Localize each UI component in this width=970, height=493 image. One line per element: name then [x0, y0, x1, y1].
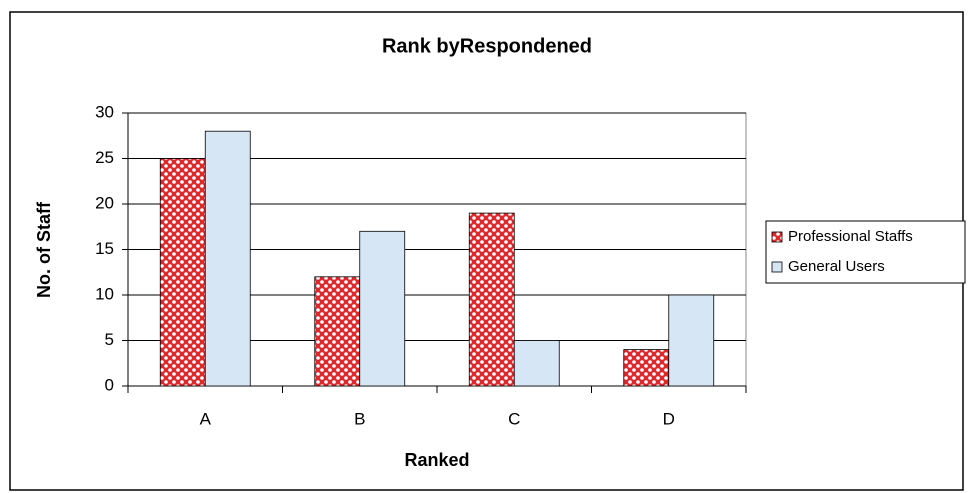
y-tick-label: 30 — [95, 102, 114, 121]
y-tick-label: 5 — [105, 330, 114, 349]
bar — [159, 158, 206, 387]
y-tick-label: 15 — [95, 239, 114, 258]
x-tick-label: A — [200, 409, 212, 428]
bar — [513, 340, 560, 387]
bar — [204, 130, 251, 387]
chart-title: Rank byRespondened — [382, 35, 592, 57]
legend-swatch — [771, 261, 783, 273]
bar — [314, 276, 361, 387]
y-tick-label: 25 — [95, 148, 114, 167]
legend-swatch — [771, 231, 783, 243]
legend-label: Professional Staffs — [788, 228, 913, 245]
bar — [468, 212, 515, 387]
y-axis-label: No. of Staff — [34, 201, 54, 298]
bar — [359, 230, 406, 387]
y-tick-label: 20 — [95, 193, 114, 212]
x-tick-label: B — [354, 409, 365, 428]
bar — [668, 294, 715, 387]
legend-label: General Users — [788, 258, 885, 275]
x-axis-label: Ranked — [404, 450, 469, 470]
bar — [623, 349, 670, 387]
x-tick-label: C — [508, 409, 520, 428]
x-tick-label: D — [663, 409, 675, 428]
y-tick-label: 0 — [105, 375, 114, 394]
legend-box — [765, 220, 966, 284]
y-tick-label: 10 — [95, 284, 114, 303]
